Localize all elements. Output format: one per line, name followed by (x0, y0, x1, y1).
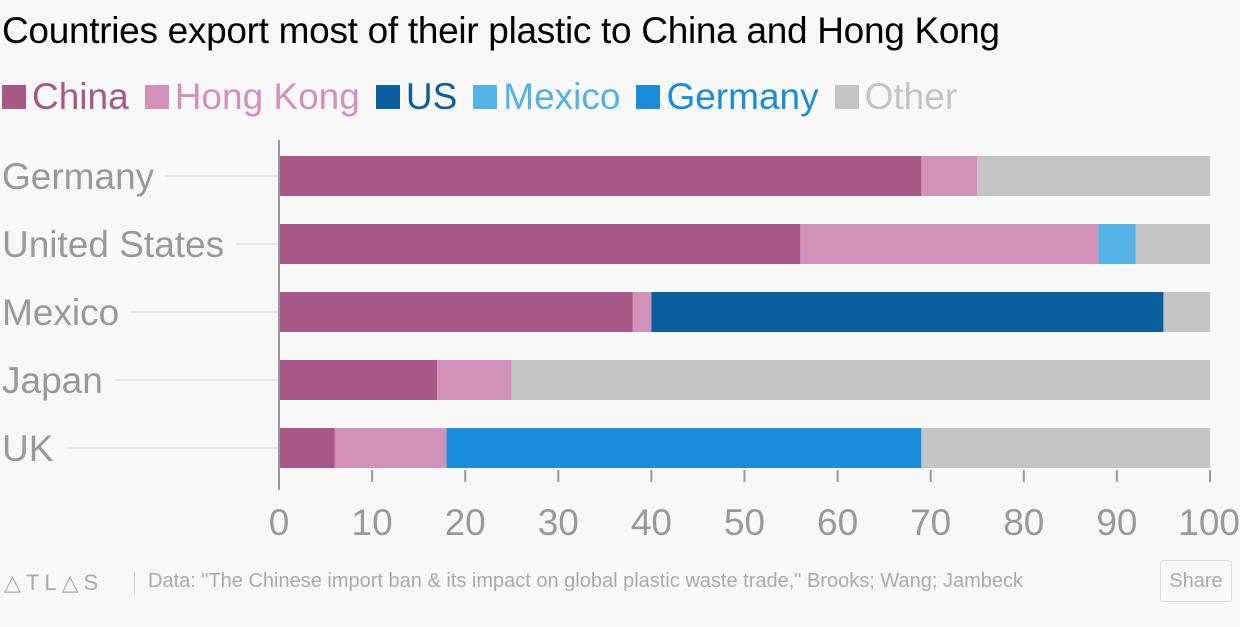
x-tick-label: 40 (631, 502, 672, 543)
bar-segment-china (279, 156, 922, 196)
legend-item-us[interactable]: US (375, 76, 458, 118)
legend-swatch (834, 85, 859, 109)
legend-item-other[interactable]: Other (834, 76, 958, 118)
bar-segment-hong-kong (334, 428, 447, 468)
x-tick-label: 50 (724, 502, 765, 543)
x-tick-label: 20 (445, 502, 486, 543)
legend-label: Hong Kong (174, 76, 360, 117)
legend-item-mexico[interactable]: Mexico (473, 76, 620, 118)
bar-segment-hong-kong (437, 360, 512, 400)
legend-item-germany[interactable]: Germany (636, 76, 819, 118)
bar-segment-other (1135, 224, 1210, 264)
bar-segment-us (651, 292, 1164, 332)
bar-segment-other (1163, 292, 1210, 332)
legend-label: Mexico (503, 76, 621, 117)
x-tick-label: 10 (352, 502, 393, 543)
bar-segment-mexico (1098, 224, 1136, 264)
legend-label: US (405, 76, 458, 117)
bar-segment-china (279, 360, 438, 400)
category-label: Mexico (2, 292, 119, 333)
category-label: United States (2, 224, 224, 265)
legend-item-hong-kong[interactable]: Hong Kong (144, 76, 360, 118)
bar-segment-hong-kong (800, 224, 1099, 264)
x-tick-label: 70 (910, 502, 951, 543)
chart-area: Germany United States Mexico Japan UK 0 10 20 30… (2, 140, 1240, 543)
bar-segment-china (279, 428, 335, 468)
bar-segment-china (279, 224, 801, 264)
legend-swatch (375, 85, 400, 109)
legend-swatch (144, 85, 169, 109)
legend-swatch (636, 85, 661, 109)
category-label: Japan (2, 360, 103, 401)
legend-item-china[interactable]: China (2, 76, 129, 118)
bar-segment-other (511, 360, 1210, 400)
legend-label: Germany (666, 76, 819, 117)
bar-segment-hong-kong (632, 292, 652, 332)
bar-segment-germany (446, 428, 922, 468)
x-tick-label: 60 (817, 502, 858, 543)
bar-segment-hong-kong (921, 156, 978, 196)
legend: China Hong Kong US Mexico Germany Other (2, 74, 973, 120)
category-label: Germany (2, 156, 155, 197)
chart-title: Countries export most of their plastic t… (2, 10, 1000, 51)
legend-label: China (32, 76, 129, 117)
share-button[interactable]: Share (1160, 560, 1232, 602)
bar-segment-other (921, 428, 1210, 468)
x-tick-label: 0 (269, 502, 290, 543)
footer-divider (134, 572, 135, 594)
bar-segment-other (977, 156, 1210, 196)
x-tick-label: 80 (1003, 502, 1044, 543)
bar-segment-china (279, 292, 633, 332)
footer: △TL△S Data: "The Chinese import ban & it… (0, 560, 1240, 627)
x-tick-label: 100 (1178, 502, 1240, 543)
source-note: Data: "The Chinese import ban & its impa… (148, 570, 1023, 592)
legend-label: Other (864, 76, 958, 117)
legend-swatch (473, 85, 498, 109)
legend-swatch (2, 85, 26, 109)
category-label: UK (2, 428, 54, 469)
x-tick-label: 30 (538, 502, 579, 543)
x-tick-label: 90 (1096, 502, 1137, 543)
atlas-logo[interactable]: △TL△S (4, 570, 104, 595)
